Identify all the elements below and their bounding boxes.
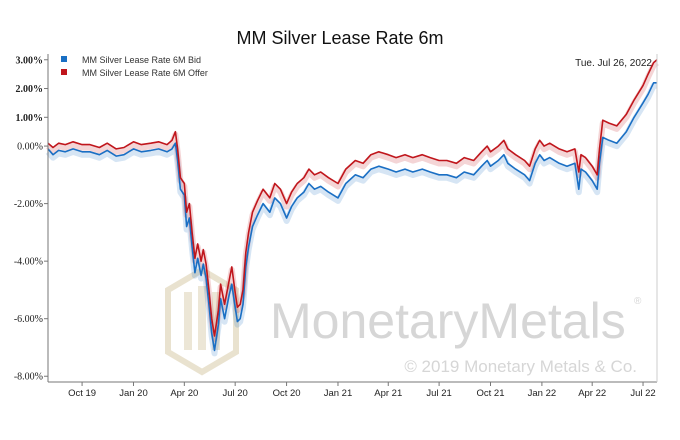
x-tick-label: Jul 20 xyxy=(222,388,247,399)
x-tick-label: Apr 22 xyxy=(578,388,606,399)
date-label: Tue. Jul 26, 2022 xyxy=(575,58,652,69)
x-tick-label: Oct 20 xyxy=(273,388,301,399)
y-tick-label: -4.00% xyxy=(14,257,43,268)
legend-swatch-offer xyxy=(61,69,67,75)
y-tick-label: -8.00% xyxy=(14,372,43,383)
watermark-registered-mark: ® xyxy=(634,296,642,307)
x-tick-label: Jan 22 xyxy=(528,388,557,399)
x-tick-label: Oct 21 xyxy=(477,388,505,399)
watermark: MonetaryMetals ® © 2019 Monetary Metals … xyxy=(165,266,642,376)
watermark-brand: MonetaryMetals xyxy=(270,293,626,349)
chart-title: MM Silver Lease Rate 6m xyxy=(236,28,443,48)
watermark-copyright: © 2019 Monetary Metals & Co. xyxy=(404,357,637,376)
legend-label-bid: MM Silver Lease Rate 6M Bid xyxy=(82,55,201,65)
series-layer xyxy=(45,59,659,357)
x-tick-label: Oct 19 xyxy=(68,388,96,399)
x-tick-label: Jan 21 xyxy=(324,388,353,399)
y-tick-label: -2.00% xyxy=(14,199,43,210)
x-tick-label: Apr 20 xyxy=(170,388,198,399)
x-axis-ticks: Oct 19 Jan 20 Apr 20 Jul 20 Oct 20 Jan 21 Apr … xyxy=(68,382,656,399)
legend-label-offer: MM Silver Lease Rate 6M Offer xyxy=(82,68,208,78)
x-tick-label: Apr 21 xyxy=(374,388,402,399)
series-line-bid xyxy=(47,82,657,352)
y-tick-label: 0.00% xyxy=(17,142,43,153)
legend: MM Silver Lease Rate 6M Bid MM Silver Le… xyxy=(61,55,208,78)
y-tick-label: 3.00% xyxy=(16,55,44,66)
y-axis-ticks: 3.00% 2.00% 1.00% 0.00% -2.00% -4.00% -6.00% -8… xyxy=(14,55,48,383)
y-tick-label: 2.00% xyxy=(16,84,44,95)
y-tick-label: -6.00% xyxy=(14,314,43,325)
legend-swatch-bid xyxy=(61,56,67,62)
x-tick-label: Jan 20 xyxy=(119,388,148,399)
y-tick-label: 1.00% xyxy=(16,113,44,124)
x-tick-label: Jul 22 xyxy=(630,388,655,399)
x-tick-label: Jul 21 xyxy=(426,388,451,399)
series-line-offer xyxy=(47,59,658,337)
